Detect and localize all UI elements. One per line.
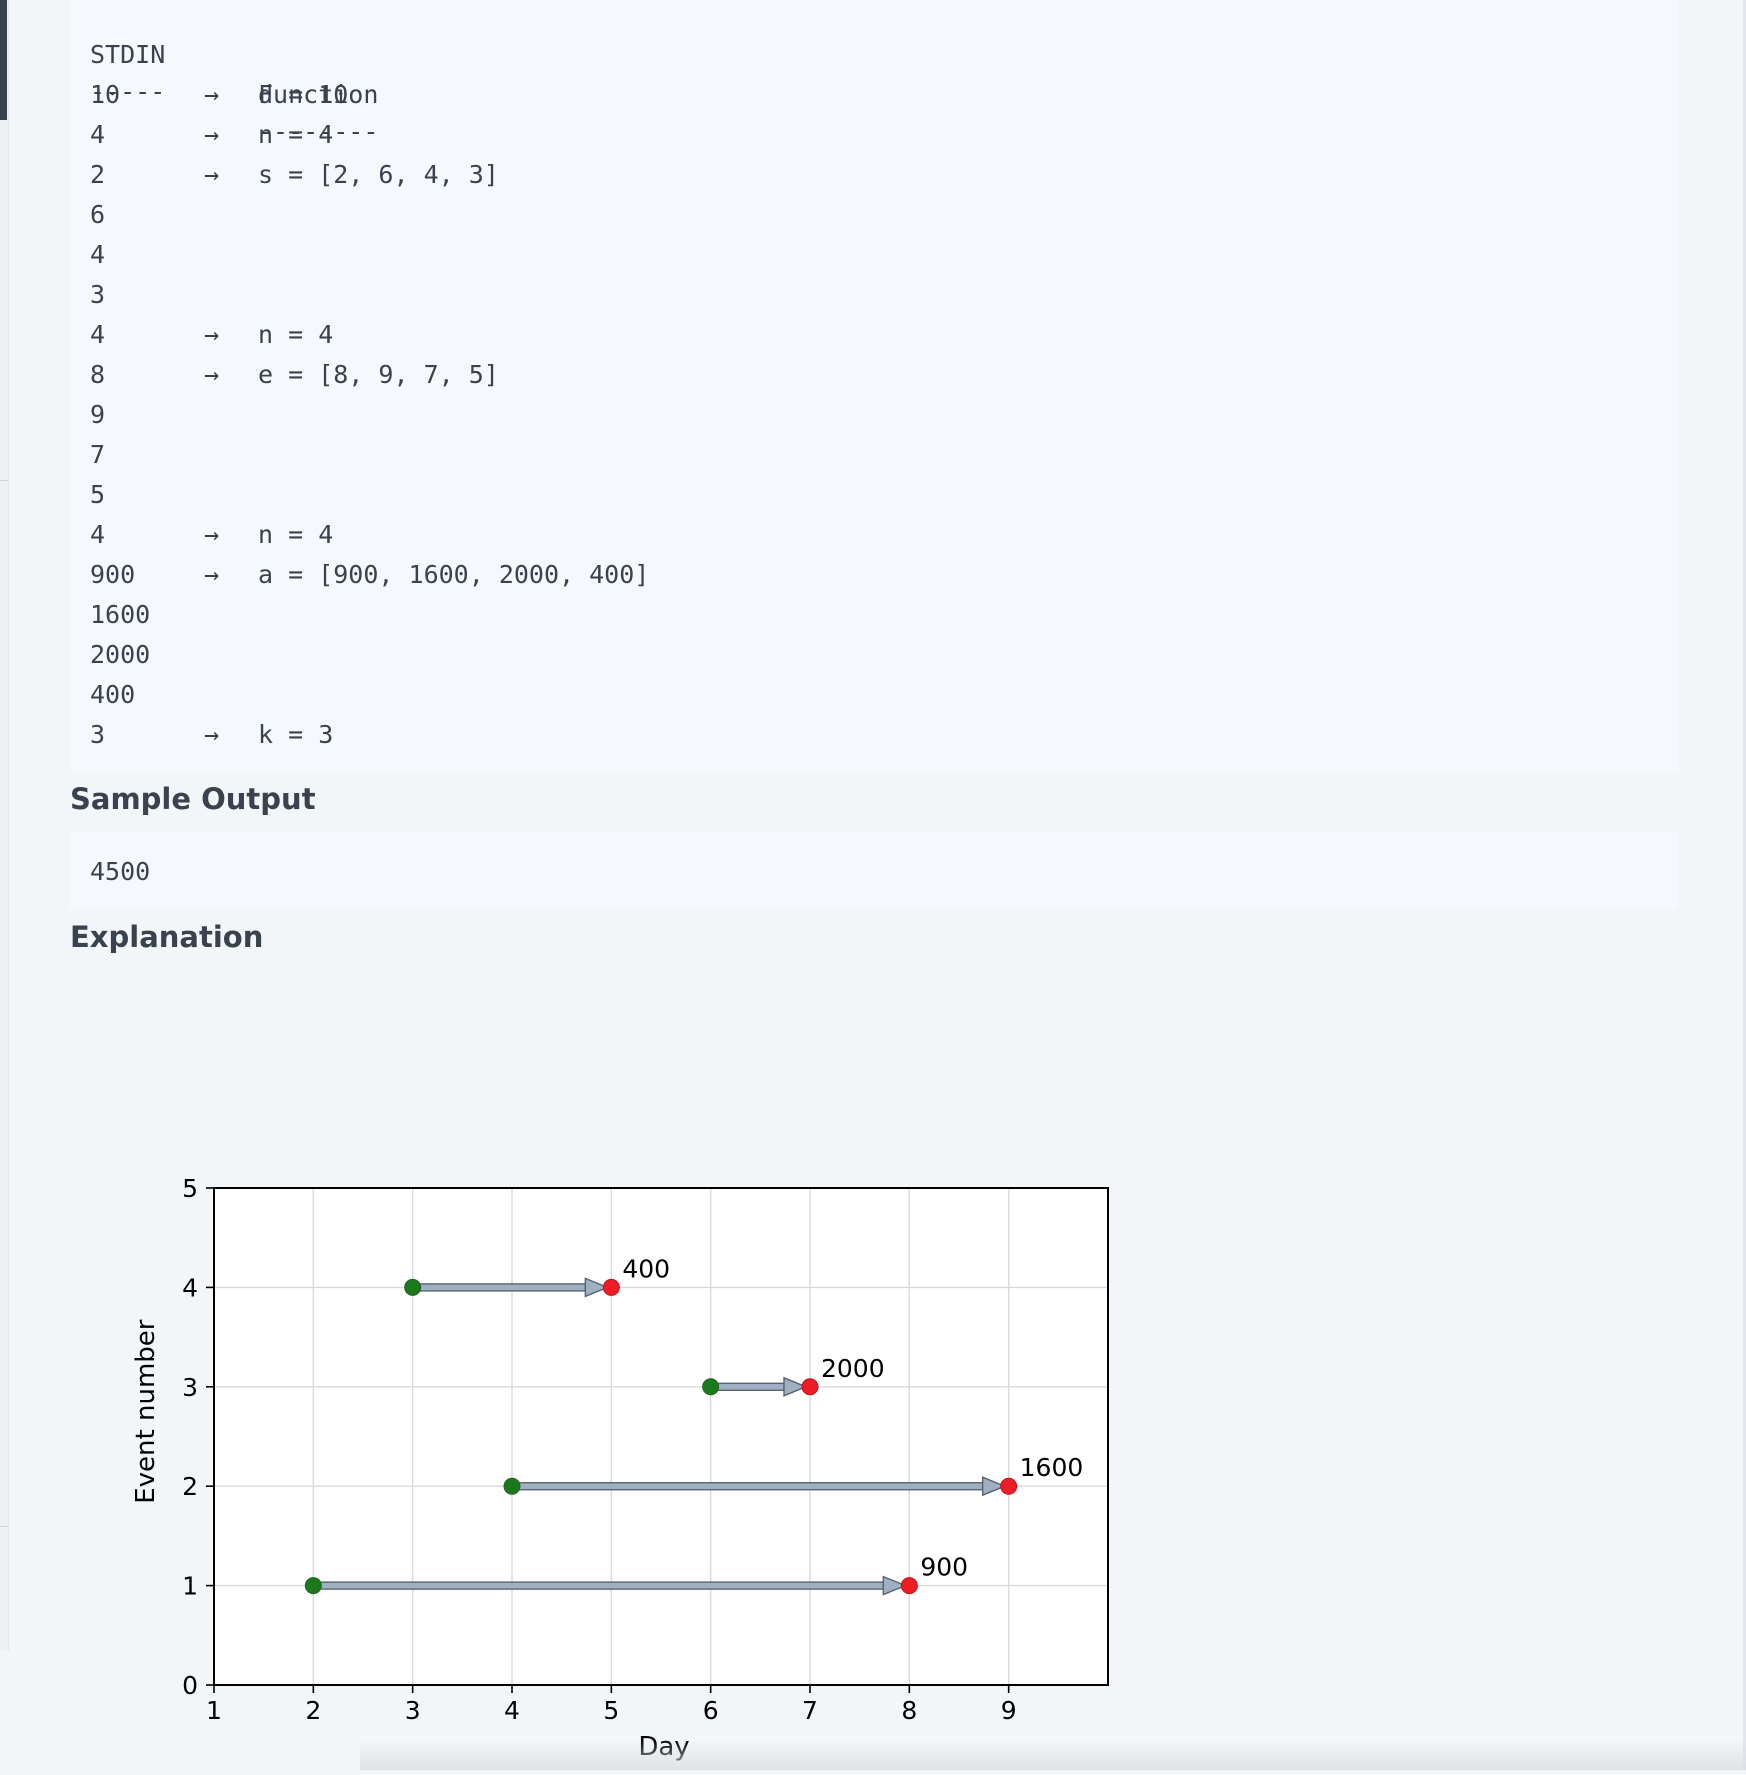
stdin-separator: ----- (90, 77, 166, 106)
event-arrow-shaft (511, 1482, 984, 1491)
sample-input-block: STDIN Function ----- -------- 10 → d = 10 4… (70, 0, 1678, 772)
arrow-icon: → (204, 120, 220, 149)
x-tick-label: 5 (603, 1696, 619, 1725)
left-panel-divider (0, 1526, 8, 1527)
sample-output-value: 4500 (90, 857, 151, 886)
event-value-label: 1600 (1020, 1453, 1084, 1482)
x-tick-label: 9 (1001, 1696, 1017, 1725)
stdin-value: 8 (90, 360, 106, 389)
arrow-icon: → (204, 720, 220, 749)
y-tick-label: 2 (182, 1472, 198, 1501)
arrow-icon: → (204, 560, 220, 589)
event-arrow-head (584, 1277, 610, 1298)
event-arrow-shaft (411, 1283, 587, 1292)
arrow-icon: → (204, 80, 220, 109)
stdin-value: 7 (90, 440, 106, 469)
stdin-value: 4 (90, 320, 106, 349)
event-start-point (702, 1378, 720, 1396)
stdin-value: 10 (90, 80, 121, 109)
stdin-value: 5 (90, 480, 106, 509)
y-tick-label: 0 (182, 1671, 198, 1700)
stdin-value: 400 (90, 680, 136, 709)
function-column-header: Function (258, 80, 379, 109)
y-axis-label: Event number (131, 1319, 161, 1504)
sample-input-header: STDIN Function (90, 0, 378, 109)
arrow-icon: → (204, 360, 220, 389)
y-tick-label: 1 (182, 1572, 198, 1601)
event-arrow-head (882, 1575, 908, 1596)
stdin-value: 6 (90, 200, 106, 229)
arrow-icon: → (204, 320, 220, 349)
y-tick-label: 3 (182, 1373, 198, 1402)
function-value: d = 10 (258, 80, 349, 109)
stdin-value: 9 (90, 400, 106, 429)
x-tick-label: 8 (901, 1696, 917, 1725)
x-tick-label: 6 (703, 1696, 719, 1725)
event-value-label: 900 (920, 1553, 968, 1582)
x-tick-label: 4 (504, 1696, 520, 1725)
stdin-value: 4 (90, 120, 106, 149)
event-start-point (404, 1278, 422, 1296)
event-arrow-shaft (312, 1581, 885, 1590)
function-value: n = 4 (258, 120, 334, 149)
plot-frame (213, 1187, 1109, 1686)
sample-output-block: 4500 (70, 832, 1678, 910)
y-tick-label: 4 (182, 1273, 198, 1302)
stdin-value: 2000 (90, 640, 151, 669)
event-end-point (801, 1378, 819, 1396)
event-value-label: 2000 (821, 1354, 885, 1383)
event-arrow-shaft (709, 1382, 785, 1392)
left-panel-edge (0, 0, 9, 1650)
event-value-label: 400 (622, 1254, 670, 1283)
stdin-value: 4 (90, 520, 106, 549)
stdin-value: 3 (90, 720, 106, 749)
stdin-value: 2 (90, 160, 106, 189)
left-panel-tab (0, 0, 7, 120)
event-start-point (304, 1577, 322, 1595)
x-tick-label: 2 (305, 1696, 321, 1725)
stdin-column-header: STDIN (90, 40, 166, 69)
explanation-chart: 1 2 3 4 5 6 7 8 9 0 1 2 3 4 5 Day Event number 900 1600 200… (130, 1160, 1130, 1770)
stdin-value: 1600 (90, 600, 151, 629)
x-tick-label: 1 (206, 1696, 222, 1725)
y-tick-label: 5 (182, 1174, 198, 1203)
sample-output-heading: Sample Output (70, 782, 316, 816)
event-end-point (602, 1278, 620, 1296)
x-tick-label: 7 (802, 1696, 818, 1725)
function-value: a = [900, 1600, 2000, 400] (258, 560, 650, 589)
event-end-point (1000, 1477, 1018, 1495)
arrow-icon: → (204, 520, 220, 549)
function-value: e = [8, 9, 7, 5] (258, 360, 499, 389)
stdin-value: 3 (90, 280, 106, 309)
stdin-value: 4 (90, 240, 106, 269)
function-value: k = 3 (258, 720, 334, 749)
arrow-icon: → (204, 160, 220, 189)
scrollbar-track[interactable] (1743, 0, 1746, 1770)
plot-area (214, 1188, 1108, 1685)
stdin-value: 900 (90, 560, 136, 589)
x-tick-label: 3 (405, 1696, 421, 1725)
problem-content: STDIN Function ----- -------- 10 → d = 10 4… (70, 0, 1678, 954)
function-value: n = 4 (258, 320, 334, 349)
sample-input-separator: ----- -------- (90, 32, 378, 146)
left-panel-divider (0, 480, 8, 481)
function-value: s = [2, 6, 4, 3] (258, 160, 499, 189)
function-value: n = 4 (258, 520, 334, 549)
event-start-point (503, 1477, 521, 1495)
event-arrow-head (981, 1476, 1007, 1497)
event-arrow-head (783, 1376, 808, 1397)
event-end-point (900, 1577, 918, 1595)
function-separator: -------- (258, 117, 379, 146)
x-axis-label: Day (638, 1732, 689, 1762)
explanation-heading: Explanation (70, 920, 264, 954)
